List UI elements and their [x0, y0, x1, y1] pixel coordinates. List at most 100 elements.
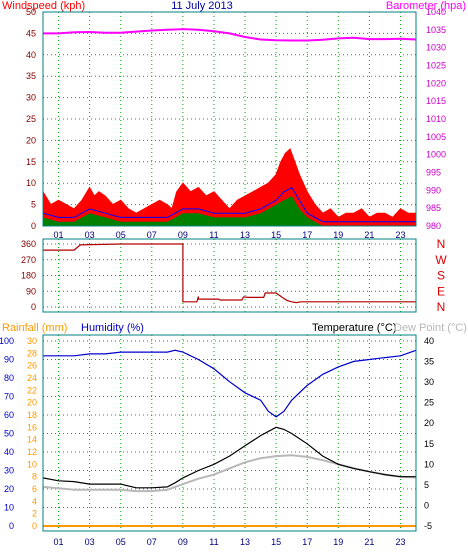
chart-date: 11 July 2013 [171, 0, 233, 12]
windspeed-tick-label: 15 [26, 157, 36, 167]
barometer-tick-label: 1010 [426, 114, 446, 124]
windspeed-tick-label: 0 [31, 221, 36, 231]
rainfall-tick-label: 30 [27, 336, 37, 346]
barometer-tick-label: 1030 [426, 43, 446, 53]
windspeed-x-tick-label: 13 [240, 230, 250, 240]
direction-tick-label: 90 [26, 286, 36, 296]
windspeed-tick-label: 25 [26, 114, 36, 124]
rainfall-tick-label: 28 [27, 348, 37, 358]
humidity-tick-label: 30 [4, 466, 14, 476]
humidity-tick-label: 80 [4, 373, 14, 383]
climate-series [42, 349, 417, 527]
humidity-tick-label: 20 [4, 484, 14, 494]
windspeed-x-tick-label: 01 [54, 230, 64, 240]
climate-x-tick-label: 23 [395, 537, 405, 547]
windspeed-x-tick-label: 09 [178, 230, 188, 240]
direction-series [43, 243, 416, 304]
wind-direction-panel: 0 N 90 E 180 S 270 W 360 N [21, 237, 447, 314]
humidity-tick-label: 40 [4, 447, 14, 457]
windspeed-x-tick-label: 03 [85, 230, 95, 240]
windspeed-tick-label: 5 [31, 200, 36, 210]
windspeed-tick-label: 40 [26, 50, 36, 60]
rainfall-tick-label: 24 [27, 373, 37, 383]
windspeed-x-tick-label: 05 [116, 230, 126, 240]
temperature-tick-label: 35 [424, 357, 434, 367]
direction-tick-label: 270 [21, 255, 36, 265]
climate-x-tick-label: 03 [85, 537, 95, 547]
windspeed-fill-area [43, 196, 416, 226]
barometer-tick-label: 1040 [426, 7, 446, 17]
windspeed-barometer-panel: Windspeed (kph) 11 July 2013 Barometer (… [2, 0, 466, 240]
climate-x-tick-label: 01 [54, 537, 64, 547]
barometer-tick-label: 1005 [426, 132, 446, 142]
humidity-line [43, 349, 417, 418]
dew-point-line [42, 454, 417, 493]
rainfall-tick-label: 14 [27, 435, 37, 445]
rainfall-tick-label: 20 [27, 398, 37, 408]
climate-x-tick-label: 13 [240, 537, 250, 547]
windspeed-axis-title: Windspeed (kph) [2, 0, 85, 12]
temperature-line [42, 426, 416, 489]
windspeed-x-tick-label: 17 [302, 230, 312, 240]
barometer-axis-title: Barometer (hpa) [386, 0, 466, 12]
wind-direction-line [43, 243, 416, 304]
windspeed-series [42, 28, 417, 227]
compass-label: S [437, 269, 445, 283]
barometer-tick-label: 990 [426, 185, 441, 195]
climate-x-tick-label: 09 [178, 537, 188, 547]
windspeed-x-tick-label: 11 [209, 230, 218, 240]
windspeed-tick-label: 10 [26, 178, 36, 188]
direction-frame [42, 238, 417, 313]
climate-x-tick-label: 21 [364, 537, 374, 547]
humidity-tick-label: 50 [4, 429, 14, 439]
barometer-tick-label: 995 [426, 168, 441, 178]
climate-x-tick-label: 15 [271, 537, 281, 547]
humidity-tick-label: 0 [9, 521, 14, 531]
climate-x-tick-label: 05 [116, 537, 126, 547]
barometer-tick-label: 1025 [426, 61, 446, 71]
climate-x-tick-label: 07 [147, 537, 157, 547]
temperature-tick-label: 15 [424, 439, 434, 449]
temperature-tick-label: 10 [424, 459, 434, 469]
humidity-tick-label: 100 [0, 336, 14, 346]
legend-humidity: Humidity (%) [81, 322, 144, 334]
rainfall-tick-label: 10 [27, 459, 37, 469]
rainfall-tick-label: 6 [32, 484, 37, 494]
compass-label: N [437, 237, 446, 251]
barometer-tick-label: 1015 [426, 96, 446, 106]
direction-grid [43, 239, 416, 312]
windspeed-x-tick-label: 23 [395, 230, 405, 240]
temperature-tick-label: 5 [424, 480, 429, 490]
compass-label: W [435, 253, 447, 267]
rainfall-tick-label: 8 [32, 472, 37, 482]
windspeed-x-tick-label: 07 [147, 230, 157, 240]
windspeed-tick-label: 30 [26, 93, 36, 103]
barometer-line [43, 28, 417, 42]
temperature-tick-label: 20 [424, 418, 434, 428]
direction-axis-ticks: 0 N 90 E 180 S 270 W 360 N [21, 237, 447, 314]
humidity-tick-label: 10 [4, 503, 14, 513]
rainfall-tick-label: 12 [27, 447, 37, 457]
legend-rainfall: Rainfall (mm) [2, 322, 67, 334]
temperature-tick-label: -5 [424, 521, 432, 531]
climate-x-tick-label: 17 [302, 537, 312, 547]
rainfall-tick-label: 2 [32, 509, 37, 519]
windspeed-x-tick-label: 19 [333, 230, 343, 240]
rainfall-tick-label: 22 [27, 385, 37, 395]
barometer-tick-label: 1000 [426, 150, 446, 160]
temperature-humidity-panel: Rainfall (mm) Humidity (%) Temperature (… [0, 322, 467, 547]
rainfall-tick-label: 0 [32, 521, 37, 531]
climate-x-tick-label: 19 [333, 537, 343, 547]
windspeed-average-line [42, 186, 416, 223]
temperature-tick-label: 25 [424, 398, 434, 408]
barometer-tick-label: 980 [426, 221, 441, 231]
windspeed-tick-label: 20 [26, 135, 36, 145]
climate-axis-ticks: 0102030405060708090100024681012141618202… [0, 336, 434, 547]
direction-tick-label: 360 [21, 239, 36, 249]
windspeed-tick-label: 45 [26, 28, 36, 38]
windspeed-tick-label: 50 [26, 7, 36, 17]
climate-frame [42, 334, 417, 532]
temperature-tick-label: 0 [424, 500, 429, 510]
direction-tick-label: 180 [21, 271, 36, 281]
direction-tick-label: 0 [31, 302, 36, 312]
